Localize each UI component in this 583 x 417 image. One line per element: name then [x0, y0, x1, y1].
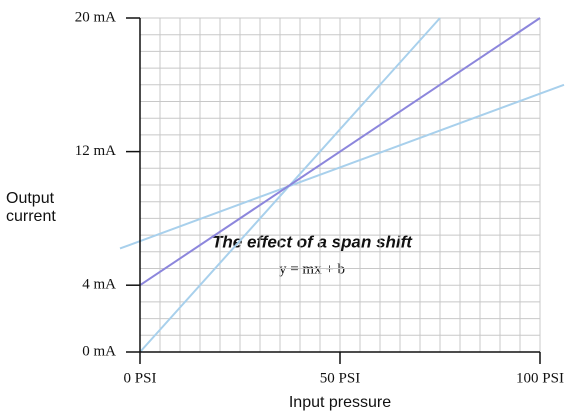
- y-tick-label: 12 mA: [75, 143, 116, 159]
- line: [119, 83, 565, 250]
- x-tick-label: 50 PSI: [320, 370, 360, 386]
- annotation: The effect of a span shift: [212, 232, 413, 251]
- x-tick-label: 100 PSI: [516, 370, 564, 386]
- annotation: y = mx + b: [279, 261, 345, 277]
- y-tick-label: 0 mA: [82, 343, 116, 359]
- y-tick-label: 20 mA: [75, 9, 116, 25]
- line: [139, 17, 541, 287]
- x-tick-label: 0 PSI: [124, 370, 157, 386]
- x-axis-label: Input pressure: [289, 394, 391, 411]
- y-axis-label: Output current: [6, 190, 56, 225]
- y-tick-label: 4 mA: [82, 277, 116, 293]
